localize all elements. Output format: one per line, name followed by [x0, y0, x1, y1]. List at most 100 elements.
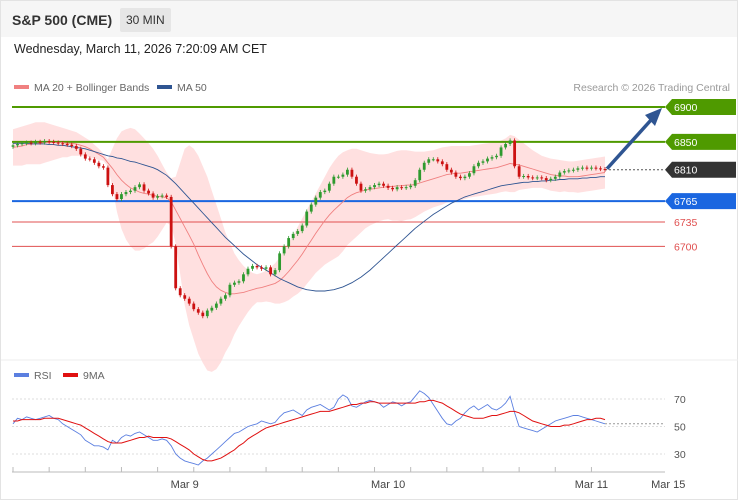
- candle: [174, 246, 178, 289]
- candle: [142, 184, 146, 191]
- candle: [355, 176, 358, 184]
- candle: [111, 185, 114, 195]
- candle: [359, 183, 363, 191]
- rsi-legend-swatch: [14, 373, 29, 377]
- candle: [264, 267, 268, 269]
- candle: [341, 174, 345, 177]
- candle: [472, 166, 476, 174]
- rsi-legend-label: 9MA: [83, 370, 105, 382]
- candle: [291, 233, 295, 239]
- timeframe-badge[interactable]: 30 MIN: [120, 8, 171, 32]
- candle: [499, 147, 503, 156]
- candle: [34, 141, 37, 144]
- candle: [373, 185, 376, 188]
- candle: [205, 310, 209, 317]
- candle: [65, 143, 69, 145]
- candle: [377, 183, 381, 186]
- candle: [427, 159, 431, 163]
- candle: [585, 167, 589, 169]
- candle: [581, 167, 584, 169]
- rsi-level-label: 70: [674, 394, 686, 406]
- legend-swatch: [14, 85, 29, 89]
- candle: [603, 169, 607, 171]
- candle: [242, 274, 245, 282]
- candle: [16, 143, 19, 146]
- candle: [147, 190, 150, 194]
- candle: [486, 158, 489, 162]
- level-tag-6850: [665, 133, 736, 150]
- candle: [346, 169, 349, 175]
- candle: [61, 143, 65, 145]
- candle: [278, 253, 282, 271]
- candle: [43, 141, 47, 143]
- level-label-6810: 6810: [674, 165, 698, 177]
- candle: [11, 145, 15, 147]
- candle: [138, 184, 141, 188]
- level-label-6900: 6900: [674, 102, 698, 114]
- credit-text: Research © 2026 Trading Central: [573, 82, 730, 94]
- candle: [29, 142, 33, 144]
- candle: [336, 176, 340, 178]
- candle: [133, 187, 137, 191]
- candle: [418, 169, 422, 181]
- candle: [287, 238, 291, 247]
- candle: [305, 211, 309, 226]
- level-tag-6810: [665, 161, 736, 178]
- candle: [594, 167, 598, 169]
- candle: [463, 176, 467, 179]
- candle: [495, 155, 498, 158]
- candle: [540, 177, 544, 179]
- candle: [323, 190, 327, 193]
- candle: [251, 265, 254, 269]
- candle: [237, 281, 241, 283]
- instrument-title: S&P 500 (CME): [12, 12, 113, 28]
- candle: [526, 176, 530, 178]
- candle: [576, 168, 580, 170]
- candle: [517, 166, 521, 177]
- candle: [553, 176, 557, 179]
- candle: [269, 267, 272, 275]
- candle: [332, 176, 336, 184]
- candle: [504, 143, 507, 148]
- candle: [83, 154, 87, 159]
- level-label-6700: 6700: [674, 241, 698, 253]
- candle: [562, 171, 566, 173]
- candle: [92, 159, 96, 163]
- level-tag-6900: [665, 99, 736, 115]
- x-tick-label: Mar 15: [651, 479, 685, 491]
- candle: [590, 167, 593, 169]
- candle: [129, 190, 132, 193]
- level-label-6850: 6850: [674, 137, 698, 149]
- candle: [165, 195, 169, 197]
- level-label-6735: 6735: [674, 217, 698, 229]
- candle: [436, 159, 440, 162]
- candle: [364, 189, 367, 191]
- candle: [214, 303, 218, 308]
- level-tag-6765: [665, 193, 736, 210]
- candle: [382, 183, 385, 186]
- candle: [404, 187, 408, 189]
- candle: [70, 144, 74, 147]
- rsi-level-label: 30: [674, 449, 686, 461]
- candles: [11, 138, 607, 319]
- candle: [88, 158, 92, 160]
- candle: [79, 148, 83, 155]
- candle: [549, 178, 553, 181]
- candle: [101, 166, 105, 168]
- candle: [169, 196, 173, 247]
- candle: [468, 173, 471, 177]
- candle: [413, 180, 417, 186]
- candle: [599, 168, 602, 170]
- candle: [445, 164, 449, 170]
- rsi-line: [12, 390, 606, 466]
- candle: [201, 312, 205, 317]
- candle: [178, 288, 182, 296]
- candle: [97, 162, 101, 167]
- candle: [440, 161, 444, 165]
- candle: [38, 141, 42, 143]
- candle: [449, 169, 453, 173]
- level-label-6765: 6765: [674, 196, 698, 208]
- candle: [391, 187, 395, 190]
- candle: [183, 295, 187, 299]
- rsi-ma-line: [13, 399, 606, 462]
